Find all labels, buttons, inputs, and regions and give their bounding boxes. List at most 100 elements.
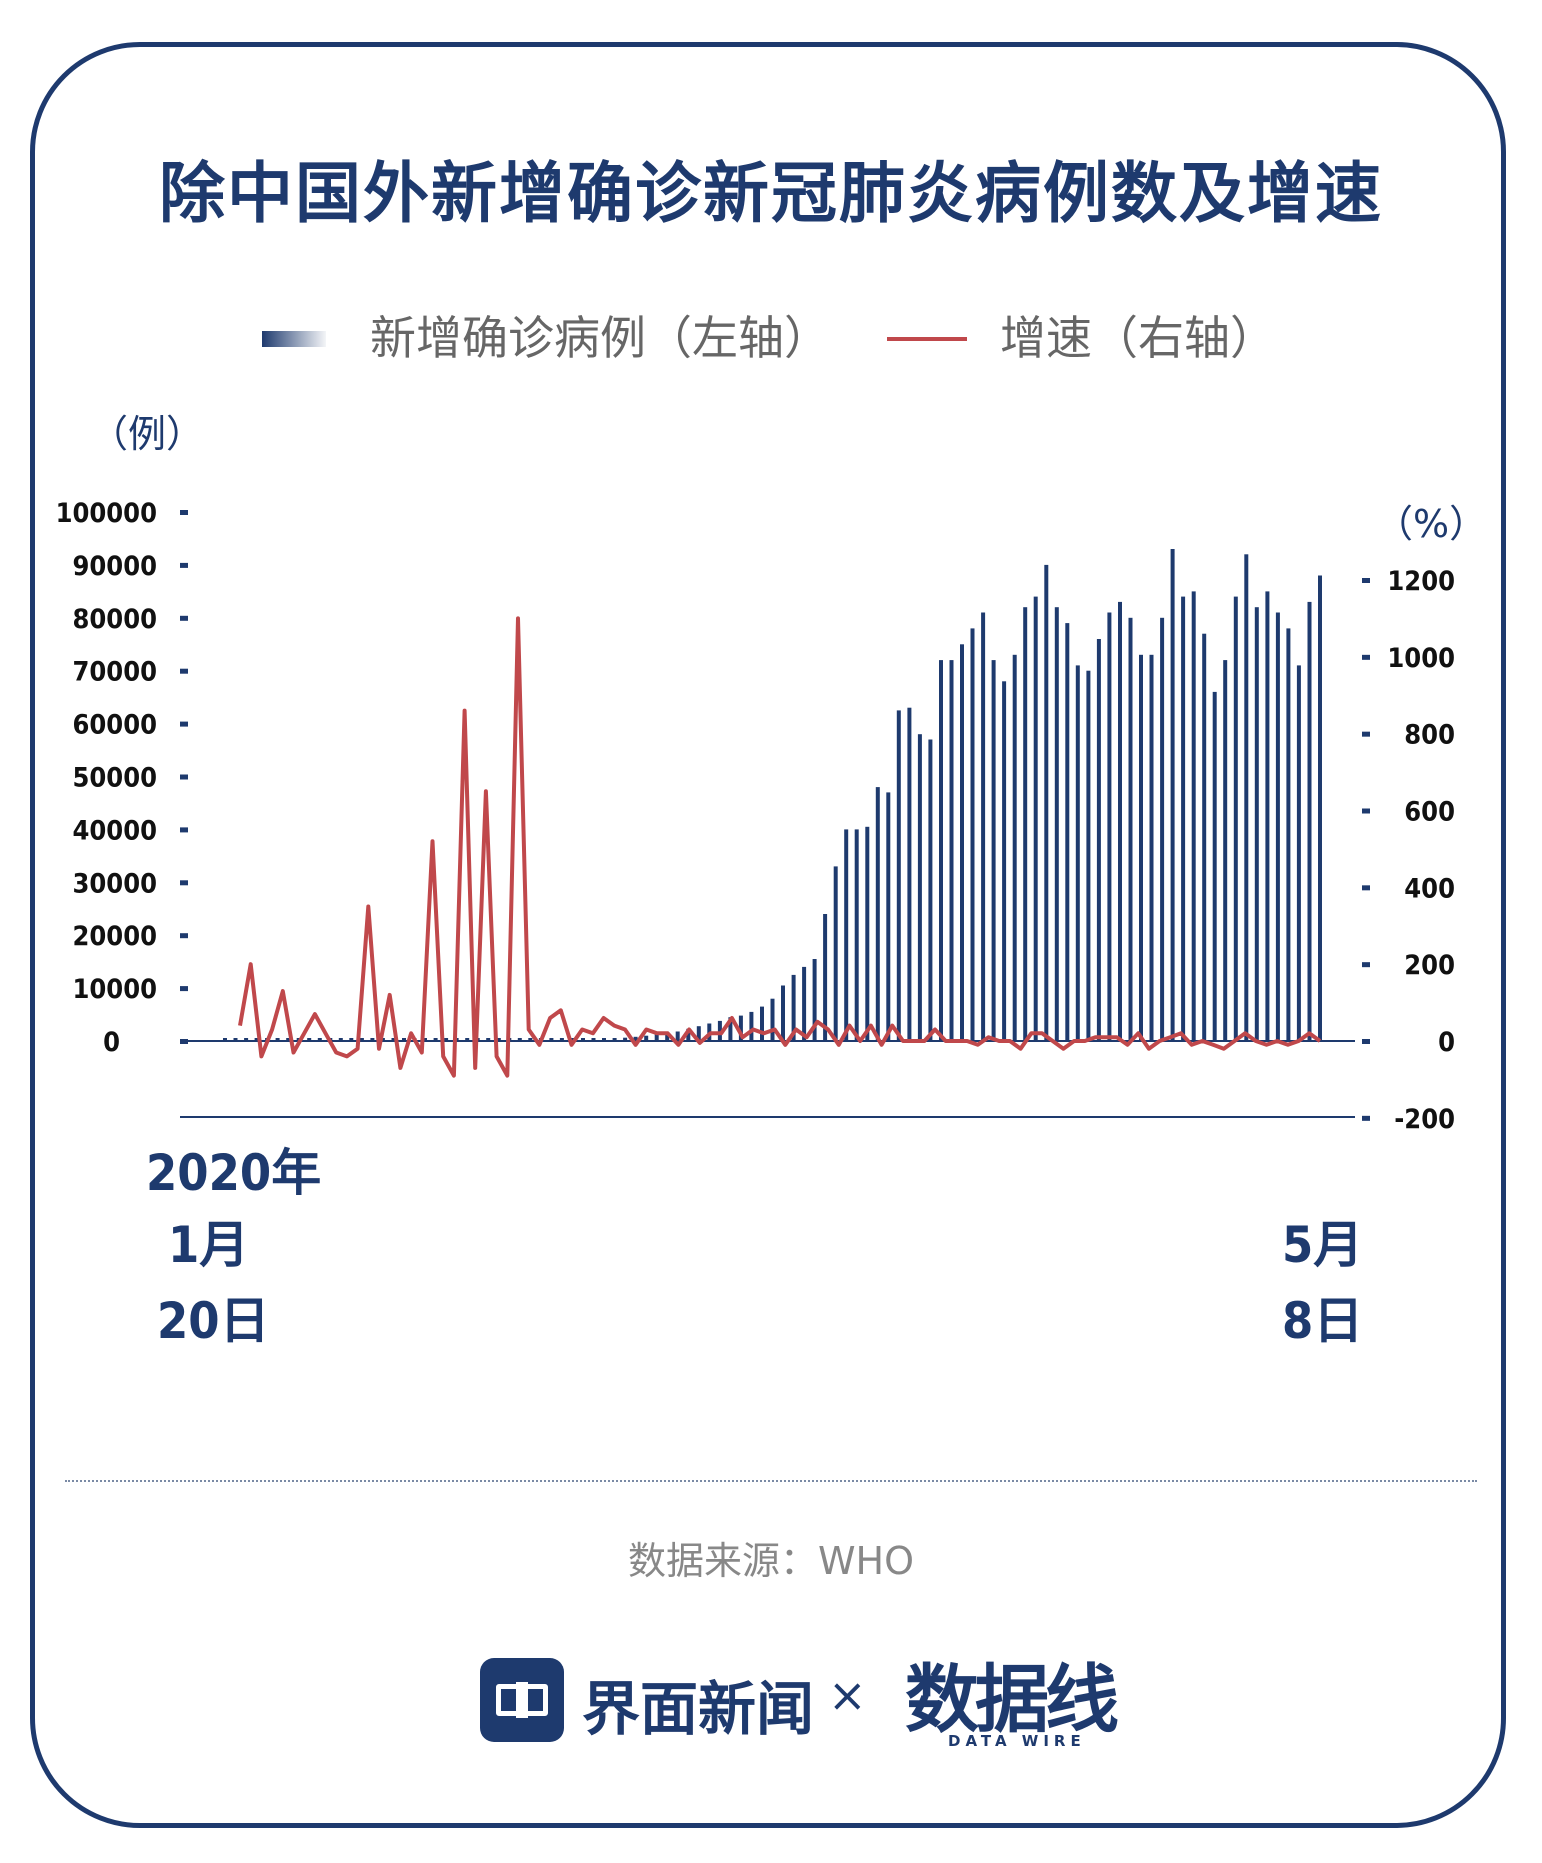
case-bar — [1202, 633, 1207, 1041]
case-bar — [812, 959, 817, 1041]
case-bar — [528, 1038, 533, 1041]
case-bar — [949, 660, 954, 1041]
case-bar — [517, 1038, 522, 1041]
case-bar — [1233, 596, 1238, 1041]
case-bar — [1023, 607, 1028, 1041]
case-bar — [833, 866, 838, 1041]
brand-name: 界面新闻 — [582, 1675, 815, 1743]
right-tick-label: 200 — [1404, 950, 1455, 981]
case-bar — [1244, 554, 1249, 1041]
partner-logo-subtitle: DATA WIRE — [948, 1732, 1086, 1750]
case-bar — [1065, 623, 1070, 1041]
case-bar — [1212, 691, 1217, 1041]
left-tick-mark — [180, 774, 188, 780]
case-bar — [1107, 612, 1112, 1041]
left-tick-label: 80000 — [72, 604, 157, 635]
left-tick-mark — [180, 668, 188, 674]
left-tick-label: 70000 — [72, 657, 157, 688]
case-bar — [644, 1035, 649, 1041]
case-bar — [602, 1038, 606, 1041]
case-bar — [791, 974, 796, 1041]
page-frame — [30, 42, 1506, 1828]
case-bar — [633, 1036, 638, 1041]
chart-title: 除中国外新增确诊新冠肺炎病例数及增速 — [159, 155, 1383, 232]
case-bar — [1033, 596, 1038, 1041]
case-bar — [559, 1038, 564, 1041]
partner-logo: 数据线 — [905, 1657, 1119, 1743]
case-bar — [981, 612, 986, 1041]
case-bar — [1254, 607, 1259, 1041]
case-bar — [1191, 591, 1196, 1041]
footer-divider — [65, 1480, 1477, 1482]
left-tick-label: 90000 — [72, 551, 157, 582]
case-bar — [1086, 670, 1091, 1041]
case-bar — [570, 1038, 575, 1041]
case-bar — [665, 1032, 670, 1041]
case-bar — [275, 1038, 280, 1041]
left-tick-label: 100000 — [56, 498, 157, 529]
right-tick-label: 0 — [1438, 1027, 1455, 1058]
case-bar — [612, 1038, 617, 1041]
case-bar — [886, 792, 891, 1041]
case-bar — [1002, 681, 1007, 1041]
case-bar — [391, 1038, 396, 1041]
left-tick-label: 30000 — [72, 868, 157, 899]
year-label: 2020年 — [146, 1144, 321, 1202]
right-tick-mark — [1362, 1115, 1370, 1121]
case-bar — [907, 707, 912, 1041]
case-bar — [244, 1038, 249, 1041]
case-bar — [623, 1037, 628, 1041]
case-bar — [465, 1038, 470, 1041]
left-tick-label: 50000 — [72, 763, 157, 794]
case-bar — [1170, 549, 1175, 1041]
left-tick-mark — [180, 986, 188, 992]
case-bar — [1160, 617, 1165, 1041]
case-bar — [854, 829, 859, 1041]
case-bar — [254, 1038, 259, 1041]
case-bar — [896, 710, 901, 1041]
case-bar — [939, 660, 943, 1041]
right-tick-label: 1200 — [1387, 566, 1455, 597]
case-bar — [960, 644, 964, 1042]
legend-line-label: 增速（右轴） — [1000, 311, 1276, 365]
case-bar — [549, 1038, 554, 1041]
legend-bar-label: 新增确诊病例（左轴） — [370, 311, 830, 365]
left-tick-label: 40000 — [72, 815, 157, 846]
case-bar — [1223, 660, 1228, 1041]
case-bar — [1149, 654, 1154, 1041]
right-tick-label: 600 — [1404, 797, 1455, 828]
left-tick-label: 0 — [103, 1027, 120, 1058]
case-bar — [686, 1028, 691, 1041]
right-tick-mark — [1362, 731, 1370, 737]
case-bar — [223, 1038, 227, 1041]
case-bar — [402, 1038, 406, 1041]
case-bar — [380, 1038, 385, 1041]
case-bar — [370, 1038, 375, 1041]
case-bar — [770, 998, 775, 1041]
left-tick-mark — [180, 880, 188, 886]
left-tick-mark — [180, 615, 188, 621]
start-month-label: 1月 — [168, 1216, 249, 1274]
case-bar — [970, 628, 975, 1041]
left-tick-label: 20000 — [72, 921, 157, 952]
right-tick-mark — [1362, 578, 1370, 583]
case-bar — [444, 1038, 449, 1041]
case-bar — [317, 1038, 322, 1041]
case-bar — [802, 966, 807, 1041]
case-bar — [307, 1038, 312, 1041]
end-day-label: 8日 — [1282, 1292, 1363, 1350]
case-bar — [749, 1011, 754, 1041]
case-bar — [591, 1038, 596, 1041]
legend-bar-swatch — [262, 331, 326, 347]
left-axis-unit: （例） — [90, 412, 204, 456]
case-bar — [1128, 617, 1133, 1041]
case-bar — [844, 829, 849, 1041]
case-bar — [760, 1006, 764, 1041]
case-bar — [423, 1038, 427, 1041]
bar-series — [223, 549, 1322, 1042]
right-tick-mark — [1362, 885, 1370, 891]
source-note: 数据来源：WHO — [627, 1539, 915, 1583]
collab-times: × — [828, 1668, 867, 1722]
jiemian-logo-icon — [480, 1658, 564, 1742]
left-tick-label: 10000 — [72, 974, 157, 1005]
